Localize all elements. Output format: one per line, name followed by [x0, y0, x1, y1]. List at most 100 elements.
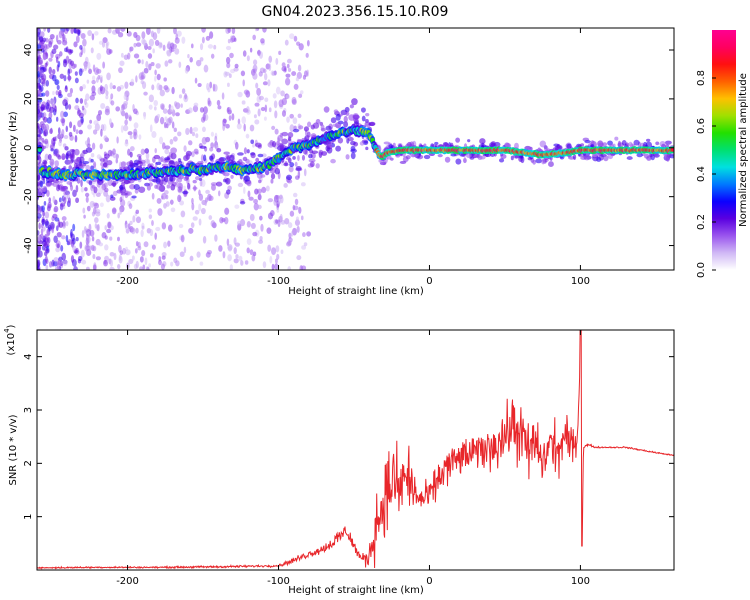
spectrogram-noise-blob — [37, 230, 40, 236]
spectrogram-halo-blob — [255, 157, 260, 163]
spectrogram-noise-blob — [300, 215, 304, 221]
spectrogram-halo-blob — [88, 180, 93, 186]
spectrogram-noise-blob — [275, 245, 280, 253]
spectrogram-noise-blob — [200, 154, 205, 163]
spectrogram-halo-blob — [85, 147, 93, 153]
snr-plot-area — [37, 330, 674, 570]
spectrogram-noise-blob — [154, 75, 157, 82]
spectrogram-noise-blob — [167, 224, 173, 232]
spectrogram-noise-blob — [164, 116, 168, 121]
spectrogram-noise-blob — [140, 229, 144, 238]
spectrogram-halo-blob — [146, 185, 151, 191]
spectrogram-noise-blob — [144, 257, 148, 266]
spectrogram-noise-blob — [154, 39, 160, 47]
spectrogram-halo-blob — [277, 134, 283, 142]
spectrogram-noise-blob — [145, 266, 149, 270]
spectrogram-noise-blob — [37, 57, 43, 66]
spectrogram-noise-blob — [72, 223, 76, 232]
spectrogram-y-tick-label: -20 — [23, 188, 34, 204]
spectrogram-noise-blob — [205, 189, 210, 194]
spectrogram-noise-blob — [156, 82, 161, 91]
spectrogram-halo-blob — [73, 162, 78, 168]
spectrogram-noise-blob — [105, 94, 109, 100]
spectrogram-noise-blob — [96, 52, 102, 60]
spectrogram-halo-blob — [69, 149, 76, 153]
spectrogram-noise-blob — [304, 70, 308, 78]
spectrogram-noise-blob — [270, 178, 274, 184]
spectrogram-noise-blob — [133, 108, 138, 115]
spectrogram-halo-blob — [321, 151, 328, 156]
spectrogram-noise-blob — [141, 59, 144, 65]
spectrogram-noise-blob — [250, 222, 256, 229]
spectrogram-noise-blob — [133, 122, 139, 129]
spectrogram-noise-blob — [226, 238, 230, 246]
spectrogram-noise-blob — [65, 234, 69, 243]
spectrogram-noise-blob — [306, 39, 310, 47]
spectrogram-noise-blob — [169, 138, 174, 145]
spectrogram-noise-blob — [93, 161, 97, 169]
spectrogram-noise-blob — [94, 223, 98, 229]
spectrogram-x-tick-label: -100 — [267, 276, 290, 287]
spectrogram-noise-blob — [262, 261, 267, 269]
spectrogram-noise-blob — [160, 263, 165, 270]
spectrogram-noise-blob — [155, 226, 161, 232]
spectrogram-noise-blob — [210, 220, 216, 227]
snr-y-tick-label: 2 — [23, 460, 34, 466]
spectrogram-noise-blob — [103, 135, 108, 141]
spectrogram-x-tick-label: 100 — [571, 276, 590, 287]
snr-x-ticks: -200 -100 0 100 — [116, 330, 590, 587]
spectrogram-halo-blob — [216, 147, 222, 153]
spectrogram-noise-blob — [272, 93, 277, 99]
spectrogram-noise-blob — [243, 123, 246, 132]
spectrogram-noise-blob — [187, 53, 190, 59]
spectrogram-noise-blob — [90, 47, 94, 54]
spectrogram-noise-blob — [256, 87, 262, 96]
spectrogram-noise-blob — [164, 87, 170, 93]
spectrogram-halo-blob — [467, 139, 471, 143]
spectrogram-noise-blob — [60, 202, 66, 207]
spectrogram-noise-blob — [298, 43, 304, 51]
spectrogram-noise-blob — [73, 124, 76, 133]
spectrogram-halo-blob — [139, 161, 143, 167]
spectrogram-noise-blob — [56, 231, 62, 238]
spectrogram-noise-blob — [162, 108, 168, 114]
spectrogram-noise-blob — [37, 259, 40, 266]
spectrogram-noise-blob — [88, 245, 94, 250]
spectrogram-noise-blob — [166, 43, 171, 50]
spectrogram-noise-blob — [75, 35, 80, 44]
spectrogram-noise-blob — [156, 28, 161, 34]
spectrogram-noise-blob — [120, 108, 125, 116]
spectrogram-halo-blob — [548, 161, 554, 168]
spectrogram-noise-blob — [180, 210, 186, 218]
spectrogram-noise-blob — [37, 234, 41, 242]
spectrogram-noise-blob — [219, 217, 224, 224]
spectrogram-halo-blob — [444, 156, 451, 163]
spectrogram-noise-blob — [138, 134, 142, 140]
spectrogram-halo-blob — [50, 148, 54, 152]
spectrogram-halo-blob — [102, 162, 108, 168]
spectrogram-noise-blob — [216, 99, 221, 106]
spectrogram-noise-blob — [202, 236, 207, 244]
spectrogram-noise-blob — [106, 72, 111, 81]
spectrogram-halo-blob — [242, 156, 248, 162]
spectrogram-halo-blob — [337, 137, 344, 144]
spectrogram-noise-blob — [123, 93, 127, 101]
spectrogram-noise-blob — [87, 124, 92, 130]
spectrogram-noise-blob — [82, 38, 87, 47]
spectrogram-noise-blob — [225, 45, 232, 51]
spectrogram-noise-blob — [75, 197, 80, 204]
spectrogram-halo-blob — [359, 141, 365, 146]
spectrogram-halo-blob — [303, 126, 309, 132]
spectrogram-halo-blob — [292, 155, 296, 160]
spectrogram-halo-blob — [164, 157, 171, 161]
spectrogram-noise-blob — [166, 49, 172, 55]
spectrogram-halo-blob — [74, 148, 80, 156]
spectrogram-noise-blob — [148, 38, 155, 47]
spectrogram-noise-blob — [271, 263, 275, 270]
spectrogram-halo-blob — [312, 122, 320, 129]
spectrogram-noise-blob — [280, 90, 285, 97]
spectrogram-halo-blob — [238, 158, 243, 165]
spectrogram-noise-blob — [85, 266, 90, 270]
spectrogram-noise-blob — [240, 260, 244, 266]
spectrogram-noise-blob — [239, 219, 246, 227]
